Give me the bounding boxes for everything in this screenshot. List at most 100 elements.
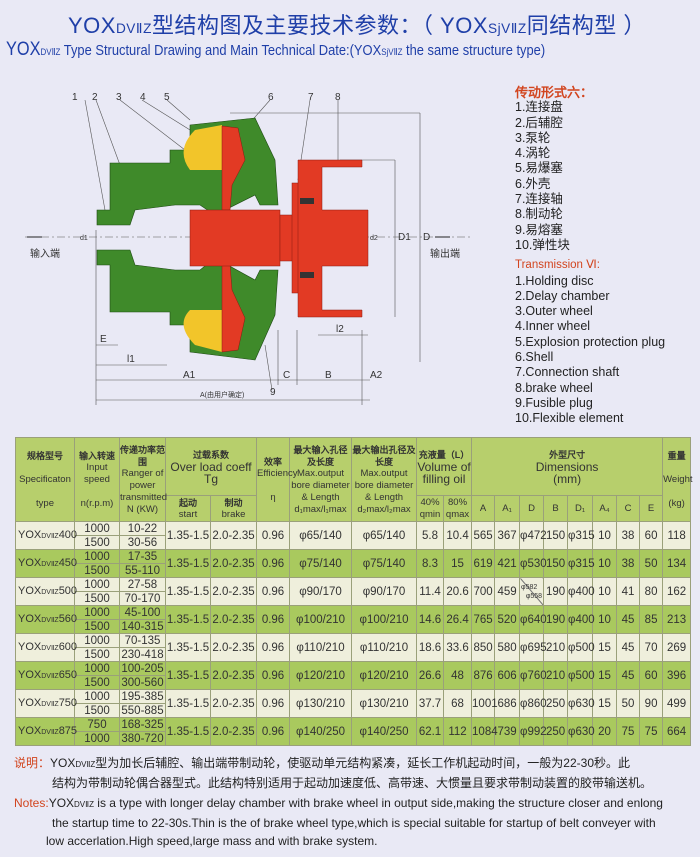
cell-speeds.1: 1500 [74, 591, 120, 606]
cell-q40: 8.3 [416, 549, 445, 578]
cell-brake: 2.0-2.35 [209, 717, 258, 746]
cell-start: 1.35-1.5 [165, 577, 211, 606]
cell-D: φ760 [519, 661, 547, 690]
cell-powers.1: 55-110 [119, 563, 166, 578]
cell-A: 619 [471, 549, 496, 578]
legend-item: 9.易熔塞 [515, 222, 563, 237]
table-row: 1500 70-170 [16, 591, 691, 606]
cell-C: 75 [616, 717, 641, 746]
col-weight: 重量 Weight (kg) [662, 437, 693, 522]
table-row: YOXDVⅡZ750 1000 195-385 1.35-1.5 2.0-2.35 0.9… [15, 689, 692, 718]
cell-A1: 606 [494, 661, 521, 690]
cell-D1: φ400 [567, 605, 595, 634]
table-row: 1000 380-720 [16, 731, 691, 746]
cell-A1: 421 [494, 549, 521, 578]
svg-text:C: C [283, 370, 290, 381]
cell-q80: 10.4 [443, 521, 473, 550]
cell-E: 85 [639, 605, 664, 634]
cell-A: 565 [471, 521, 496, 550]
table-row: YOXDVⅡZ875 750 168-325 1.35-1.5 2.0-2.35 0.96… [15, 717, 692, 746]
legend-item: 6.Shell [515, 350, 554, 365]
cell-speeds.1: 1500 [74, 535, 120, 550]
cell-C: 50 [616, 689, 641, 718]
svg-text:A2: A2 [370, 370, 383, 381]
cell-A4: 10 [592, 549, 618, 578]
legend-item: 2.Delay chamber [515, 288, 610, 303]
table-row: YOXDVⅡZ600 1000 70-135 1.35-1.5 2.0-2.35 0.96… [15, 633, 692, 662]
cell-B: 150 [543, 549, 569, 578]
legend-item: 10.弹性块 [515, 237, 570, 252]
cell-powers.0: 195-385 [119, 689, 166, 704]
cell-C: 45 [616, 633, 641, 662]
cell-brake: 2.0-2.35 [209, 521, 258, 550]
cell-spec: YOXDVⅡZ600 [15, 633, 77, 662]
cell-E: 60 [639, 521, 664, 550]
cell-E: 90 [639, 689, 664, 718]
svg-text:D1: D1 [398, 232, 411, 243]
legend-item: 8.brake wheel [515, 380, 593, 395]
spec-table: 规格型号 Specificaton type 输入转速 Input speed n(r.… [15, 437, 693, 746]
structural-drawing: 输入端 输出端 1 2 3 4 5 6 7 8 9 El1 A1 C B A2 l2 A(由… [25, 92, 470, 405]
legend-item: 1.Holding disc [515, 273, 594, 288]
title-en: YOXDVⅡZ Type Structural Drawing and Main… [6, 39, 546, 60]
cell-powers.1: 30-56 [119, 535, 166, 550]
legend-item: 10.Flexible element [515, 411, 624, 426]
cell-speeds.0: 1000 [74, 633, 120, 648]
cell-powers.0: 17-35 [119, 549, 166, 564]
cell-eff: 0.96 [256, 689, 291, 718]
cell-start: 1.35-1.5 [165, 717, 211, 746]
cell-brake: 2.0-2.35 [209, 633, 258, 662]
cell-A1: 580 [494, 633, 521, 662]
col-overload: 过载系数 Over load coeff Tg [164, 437, 258, 496]
cell-outbore: φ75/140 [351, 549, 418, 578]
cell-D: φ582 φ558 [519, 577, 545, 606]
col-spec: 规格型号 Specificaton type [15, 437, 75, 522]
cell-speeds.0: 750 [74, 717, 120, 732]
cell-speeds.0: 1000 [74, 577, 120, 592]
cell-brake: 2.0-2.35 [209, 549, 258, 578]
table-row: 1500 30-56 [16, 535, 691, 550]
cell-D: φ472 [519, 521, 547, 550]
cell-outbore: φ130/210 [351, 689, 418, 718]
svg-text:A(由用户确定): A(由用户确定) [200, 390, 244, 399]
cell-C: 41 [616, 577, 641, 606]
cell-D1: φ400 [567, 577, 595, 606]
cell-inbore: φ120/210 [289, 661, 353, 690]
cell-weight: 269 [662, 633, 692, 662]
svg-text:l1: l1 [127, 354, 135, 365]
cell-D: φ530 [519, 549, 547, 578]
cell-spec: YOXDVⅡZ750 [15, 689, 77, 718]
table-row: YOXDVⅡZ650 1000 100-205 1.35-1.5 2.0-2.35 0.9… [15, 661, 692, 690]
col-outbore: 最大输出孔径及长度 Max.output bore diameter & Leng… [351, 437, 418, 522]
table-row: 1500 140-315 [16, 619, 691, 634]
cell-eff: 0.96 [256, 633, 291, 662]
cell-E: 70 [639, 633, 664, 662]
cell-powers.0: 27-58 [119, 577, 166, 592]
col-power: 传递功率范围 Ranger of power transmitted N (KW) [119, 437, 167, 522]
cell-A1: 459 [494, 577, 521, 606]
cell-q40: 11.4 [416, 577, 445, 606]
cell-powers.1: 380-720 [119, 731, 166, 746]
cell-eff: 0.96 [256, 605, 291, 634]
cell-B: 150 [543, 521, 569, 550]
cell-E: 75 [639, 717, 664, 746]
cell-q80: 15 [443, 549, 473, 578]
legend-item: 5.易爆塞 [515, 161, 563, 176]
notes: 说明：YOXDVⅡZ型为加长后辅腔、输出端带制动轮，使驱动单元结构紧凑，延长工作… [14, 756, 663, 848]
oil-chamber [183, 125, 222, 352]
cell-D1: φ315 [567, 549, 595, 578]
cell-A4: 15 [592, 689, 618, 718]
legend-item: 4.涡轮 [515, 146, 551, 161]
input-end-label: 输入端 [30, 247, 60, 260]
cell-E: 60 [639, 661, 664, 690]
cell-weight: 396 [662, 661, 692, 690]
cell-start: 1.35-1.5 [165, 605, 211, 634]
cell-outbore: φ65/140 [351, 521, 418, 550]
cell-B: 250 [543, 717, 569, 746]
cell-inbore: φ110/210 [289, 633, 353, 662]
cell-inbore: φ140/250 [289, 717, 353, 746]
cell-start: 1.35-1.5 [165, 521, 211, 550]
cell-eff: 0.96 [256, 549, 291, 578]
cell-A4: 10 [592, 577, 618, 606]
cell-eff: 0.96 [256, 717, 291, 746]
